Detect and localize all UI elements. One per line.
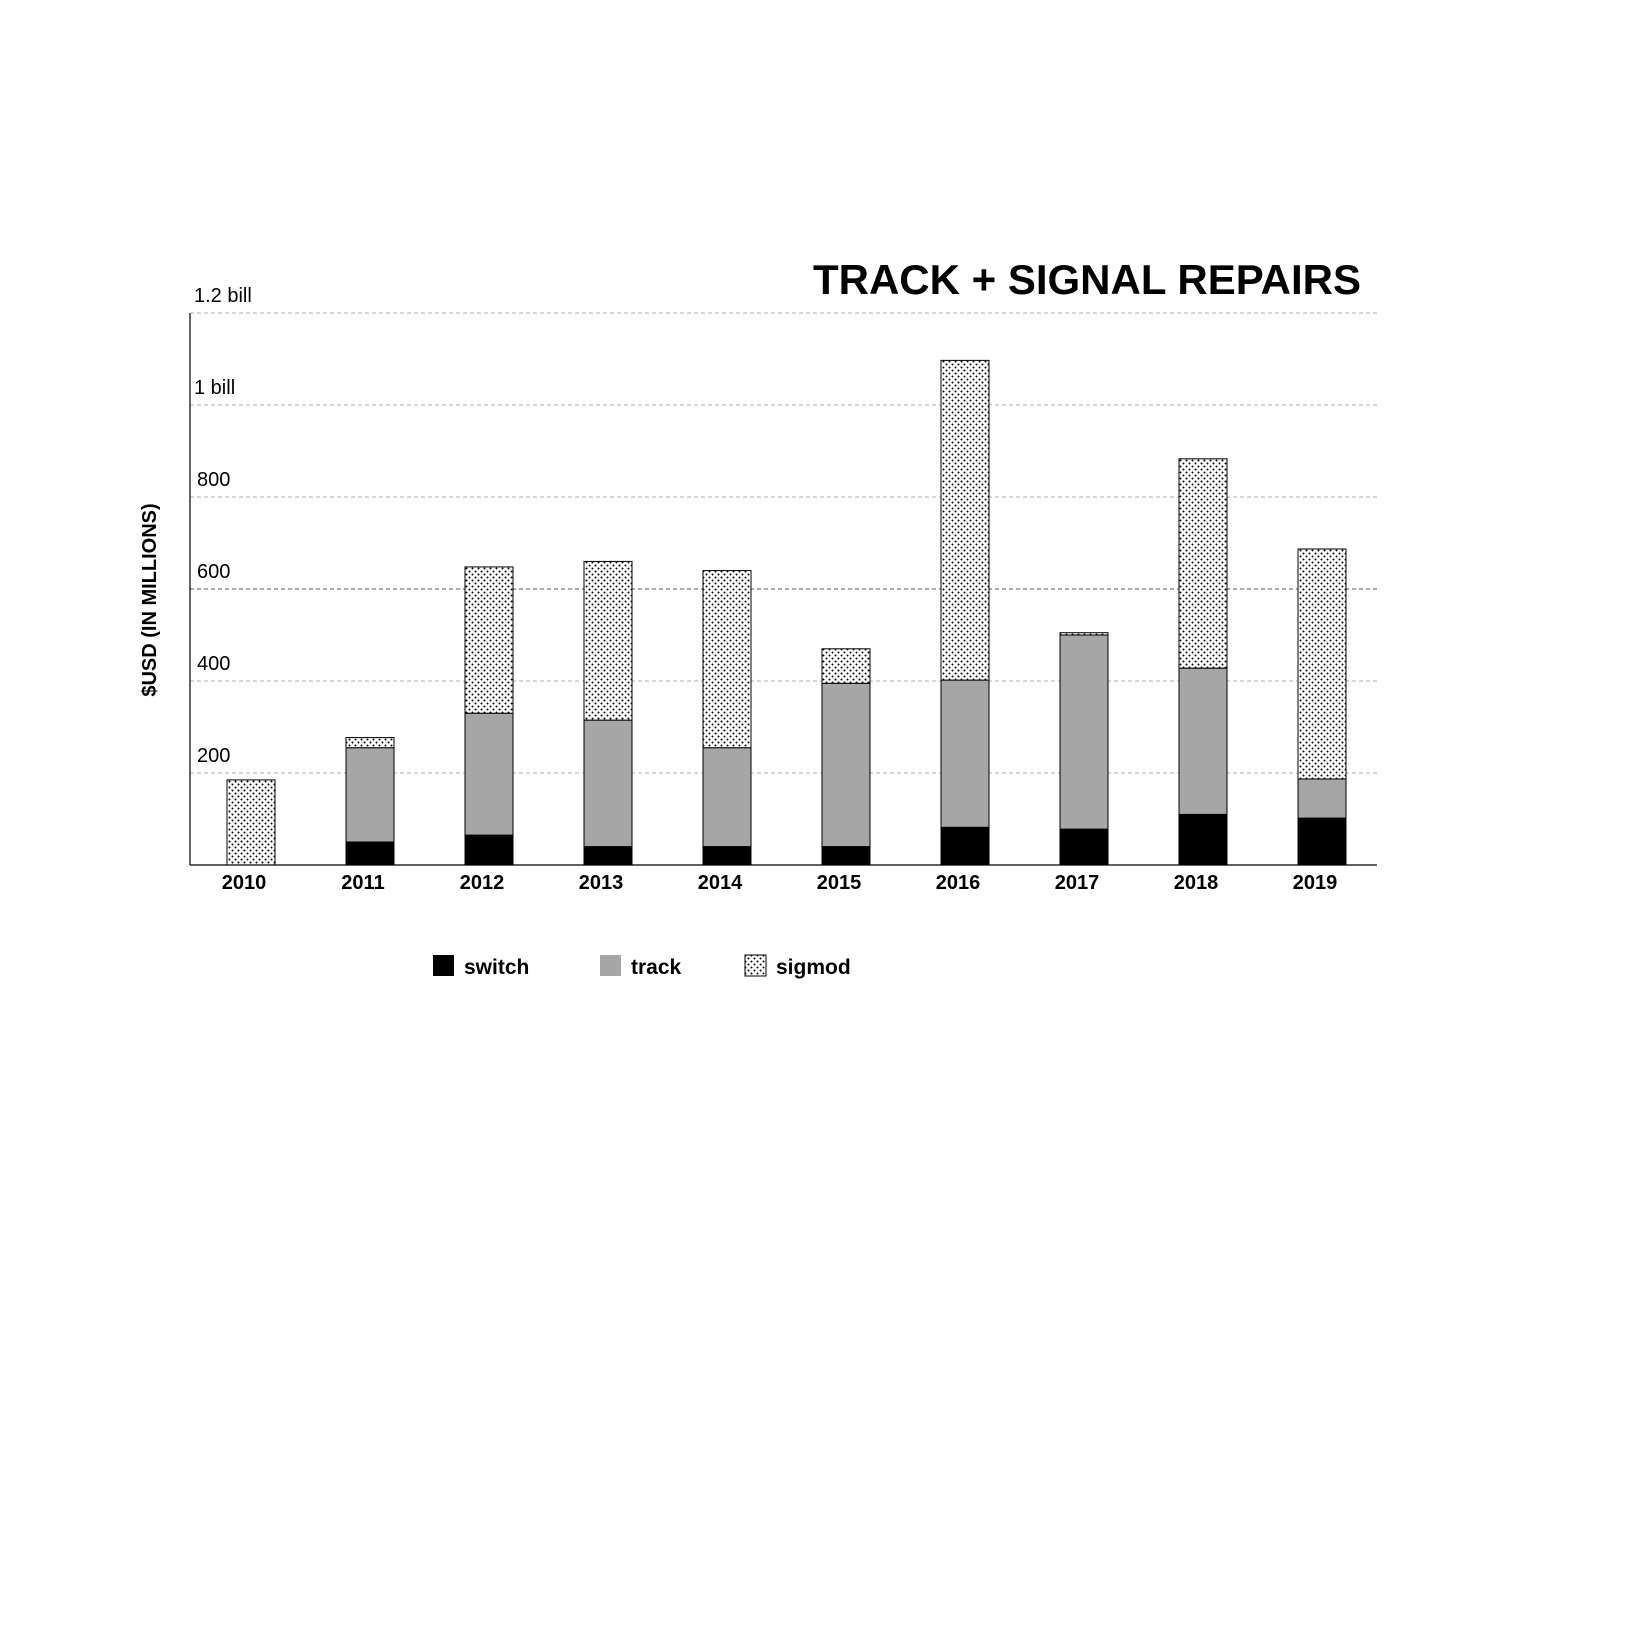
- bar-switch-2019: [1297, 817, 1347, 866]
- bar-switch-2011: [345, 841, 395, 866]
- bar-stack-2013: [583, 560, 633, 866]
- y-axis-label: $USD (IN MILLIONS): [139, 503, 161, 696]
- y-tick-label: 1 bill: [194, 377, 235, 399]
- legend-label-switch: switch: [464, 956, 529, 979]
- x-tick-label: 2019: [1293, 872, 1338, 894]
- x-tick-label: 2012: [460, 872, 505, 894]
- legend-item-sigmod: sigmod: [744, 954, 851, 979]
- bar-sigmod-2018: [1178, 458, 1228, 669]
- bars: [226, 359, 1347, 866]
- bar-sigmod-2010: [226, 779, 276, 866]
- bar-track-2018: [1178, 667, 1228, 815]
- y-tick-label: 600: [197, 561, 230, 583]
- bar-track-2019: [1297, 778, 1347, 819]
- legend-swatch-track: [600, 955, 621, 976]
- legend-item-track: track: [600, 955, 682, 979]
- x-tick-label: 2015: [817, 872, 862, 894]
- bar-stack-2012: [464, 566, 514, 866]
- legend-swatch-sigmod: [744, 954, 767, 977]
- bar-stack-2019: [1297, 548, 1347, 866]
- bar-track-2015: [821, 682, 871, 848]
- bar-switch-2012: [464, 834, 514, 866]
- axes: [189, 313, 1377, 866]
- bar-track-2016: [940, 679, 990, 828]
- x-tick-label: 2018: [1174, 872, 1219, 894]
- bar-sigmod-2019: [1297, 548, 1347, 780]
- bar-sigmod-2014: [702, 570, 752, 749]
- bar-stack-2015: [821, 648, 871, 866]
- bar-switch-2016: [940, 826, 990, 866]
- bar-stack-2011: [345, 737, 395, 866]
- legend: switch track sigmod: [433, 954, 851, 979]
- y-tick-label: 800: [197, 469, 230, 491]
- bar-stack-2018: [1178, 458, 1228, 866]
- y-tick-label: 400: [197, 653, 230, 675]
- bar-stack-2010: [226, 779, 276, 866]
- bar-sigmod-2016: [940, 359, 990, 681]
- bar-track-2012: [464, 712, 514, 836]
- bar-sigmod-2012: [464, 566, 514, 714]
- legend-label-sigmod: sigmod: [776, 956, 851, 979]
- bar-switch-2013: [583, 846, 633, 866]
- tick-labels: 200 400 600 800 1 bill 1.2 bill 2010 2011 2012 20…: [194, 285, 1337, 894]
- bar-track-2011: [345, 747, 395, 843]
- bar-switch-2014: [702, 846, 752, 866]
- y-tick-label: 200: [197, 745, 230, 767]
- legend-swatch-switch: [433, 955, 454, 976]
- legend-item-switch: switch: [433, 955, 529, 979]
- x-tick-label: 2011: [341, 872, 384, 894]
- bar-sigmod-2017: [1059, 632, 1109, 636]
- x-tick-label: 2013: [579, 872, 624, 894]
- x-tick-label: 2014: [698, 872, 743, 894]
- y-tick-label: 1.2 bill: [194, 285, 252, 307]
- bar-stack-2016: [940, 359, 990, 866]
- bar-sigmod-2015: [821, 648, 871, 684]
- bar-switch-2015: [821, 846, 871, 866]
- x-tick-label: 2016: [936, 872, 981, 894]
- chart-title: TRACK + SIGNAL REPAIRS: [813, 256, 1361, 303]
- bar-stack-2017: [1059, 632, 1109, 866]
- bar-track-2013: [583, 719, 633, 848]
- bar-stack-2014: [702, 570, 752, 866]
- bar-switch-2018: [1178, 813, 1228, 866]
- bar-sigmod-2011: [345, 737, 395, 749]
- legend-label-track: track: [631, 956, 682, 979]
- bar-track-2017: [1059, 634, 1109, 830]
- bar-switch-2017: [1059, 828, 1109, 866]
- x-tick-label: 2010: [222, 872, 267, 894]
- x-tick-label: 2017: [1055, 872, 1100, 894]
- bar-track-2014: [702, 747, 752, 848]
- bar-sigmod-2013: [583, 560, 633, 721]
